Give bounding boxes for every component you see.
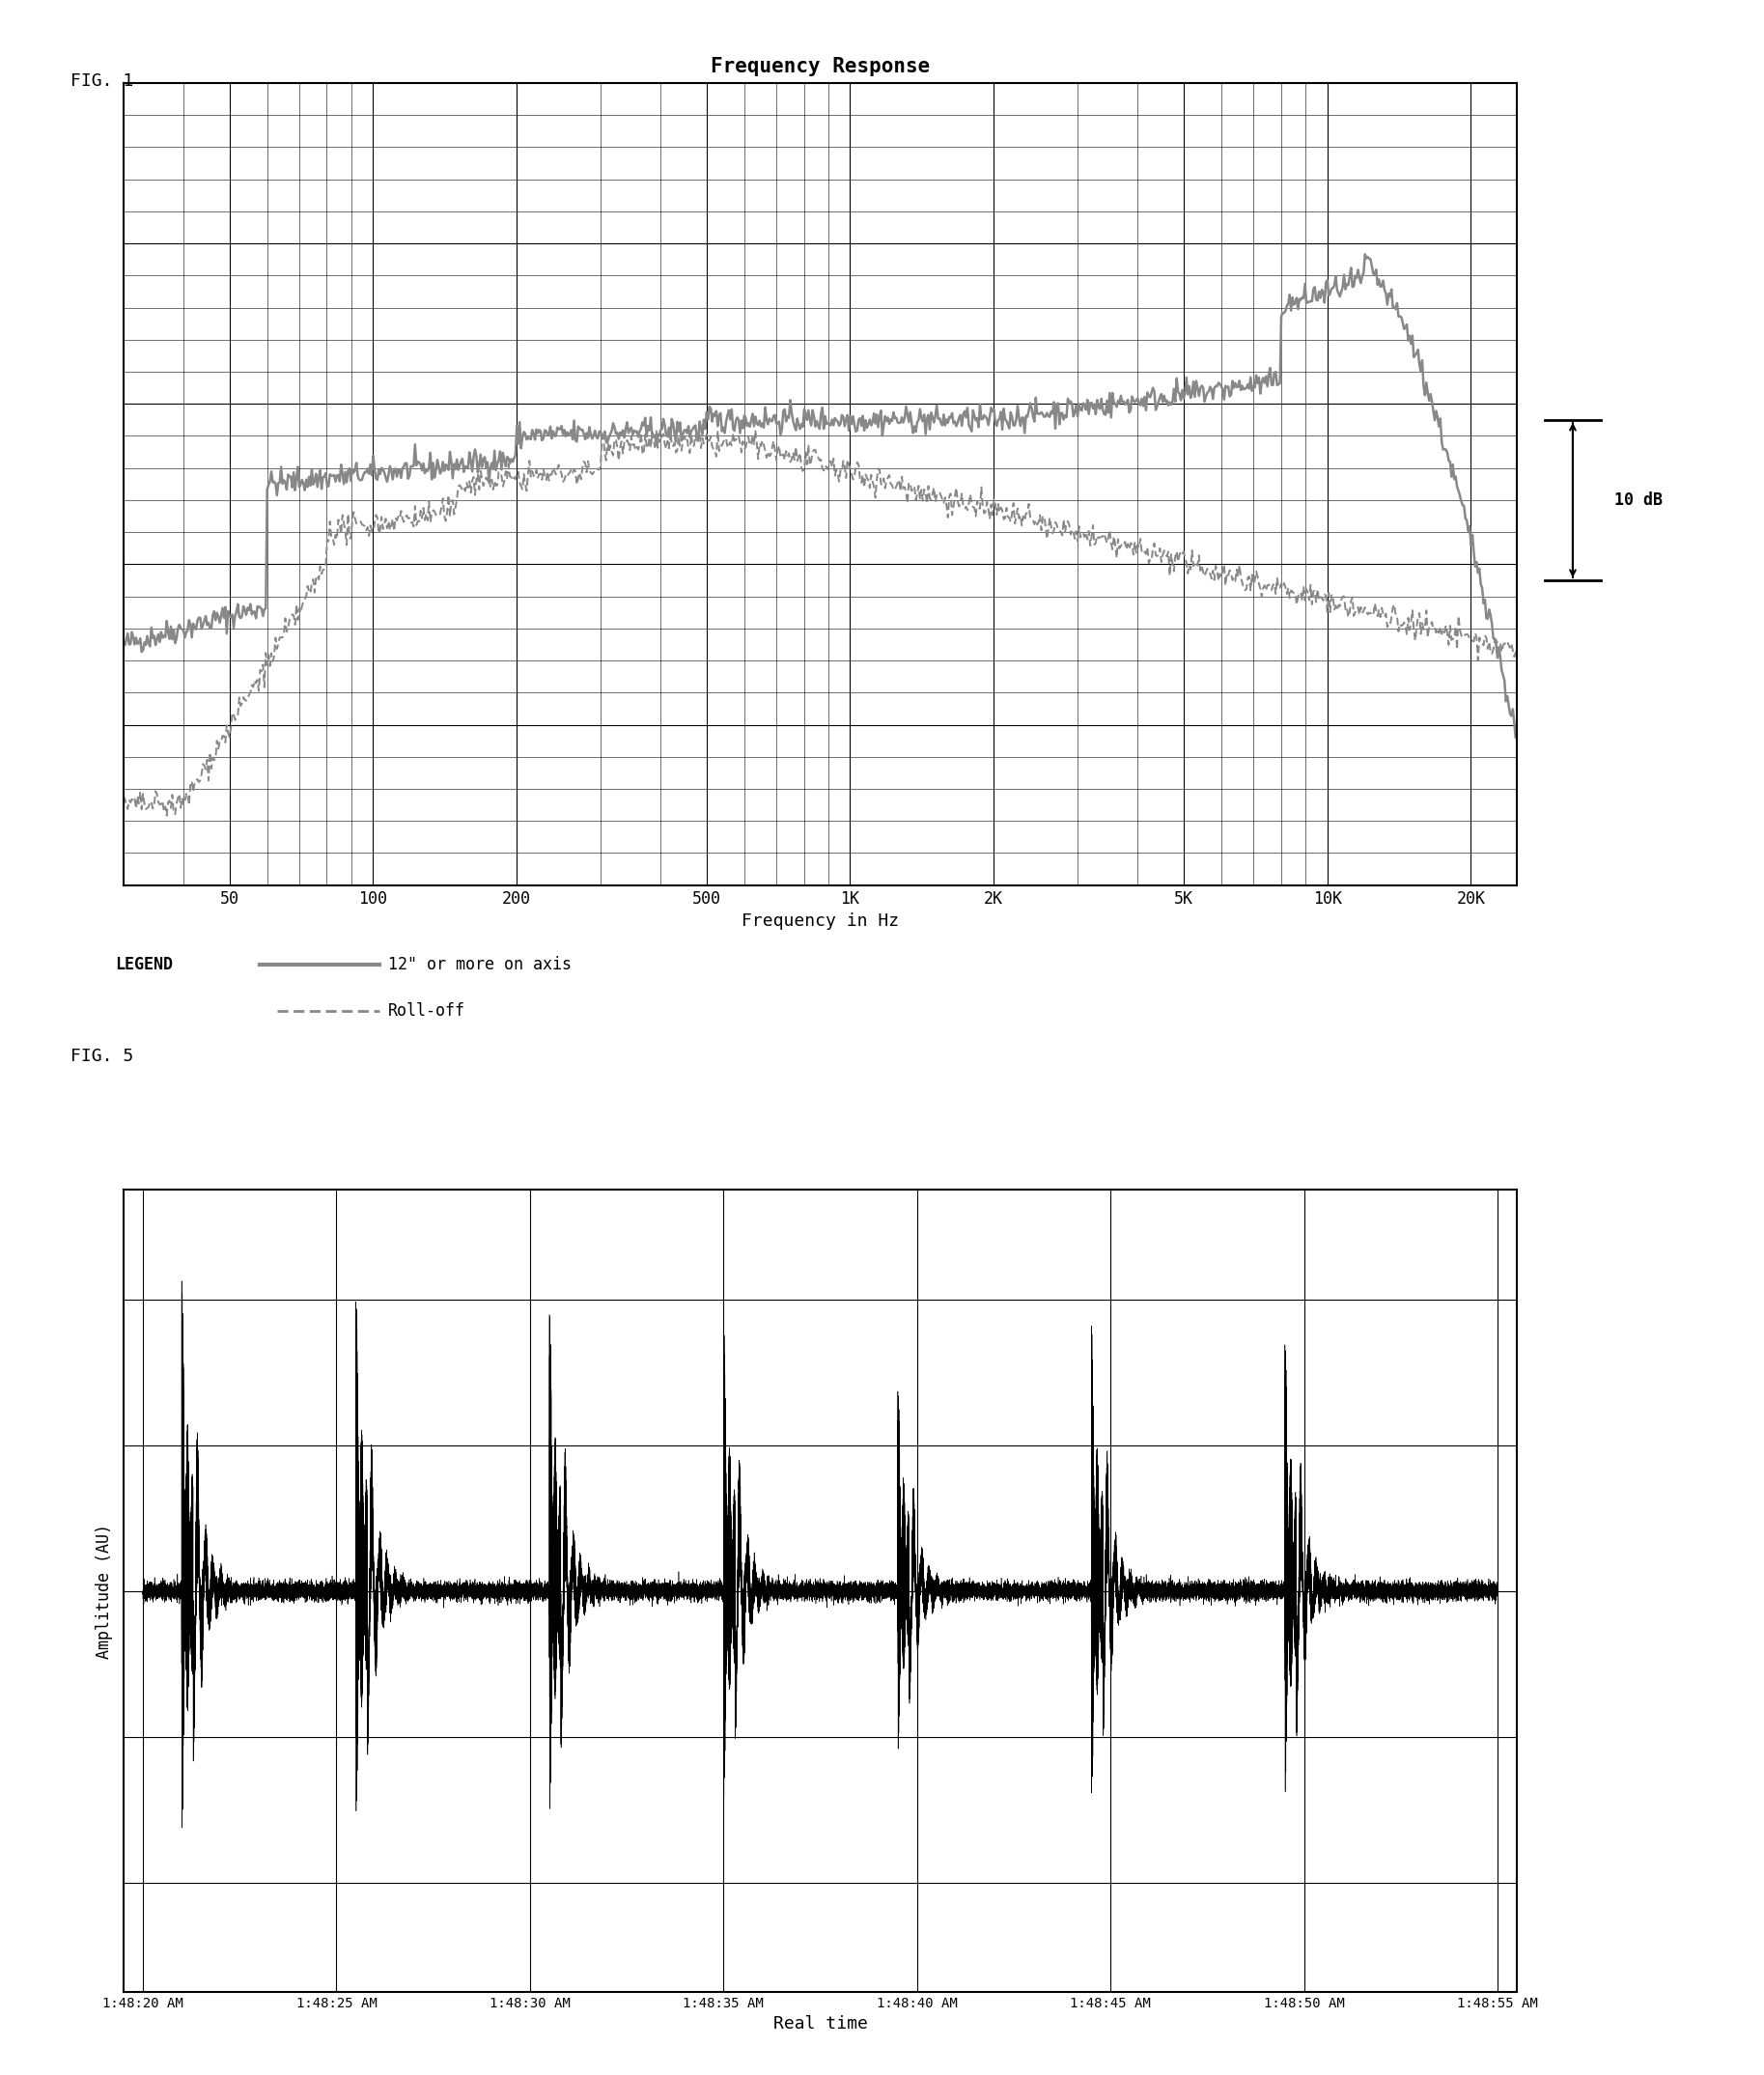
Text: LEGEND: LEGEND — [115, 957, 173, 973]
Text: FIG. 1: FIG. 1 — [71, 73, 134, 89]
Text: FIG. 5: FIG. 5 — [71, 1048, 134, 1064]
Title: Frequency Response: Frequency Response — [711, 56, 930, 77]
X-axis label: Frequency in Hz: Frequency in Hz — [741, 913, 900, 930]
Text: 10 dB: 10 dB — [1614, 492, 1663, 508]
Text: 12" or more on axis: 12" or more on axis — [388, 957, 572, 973]
X-axis label: Real time: Real time — [773, 2015, 868, 2034]
Y-axis label: Amplitude (AU): Amplitude (AU) — [95, 1523, 113, 1658]
Text: Roll-off: Roll-off — [388, 1002, 466, 1019]
